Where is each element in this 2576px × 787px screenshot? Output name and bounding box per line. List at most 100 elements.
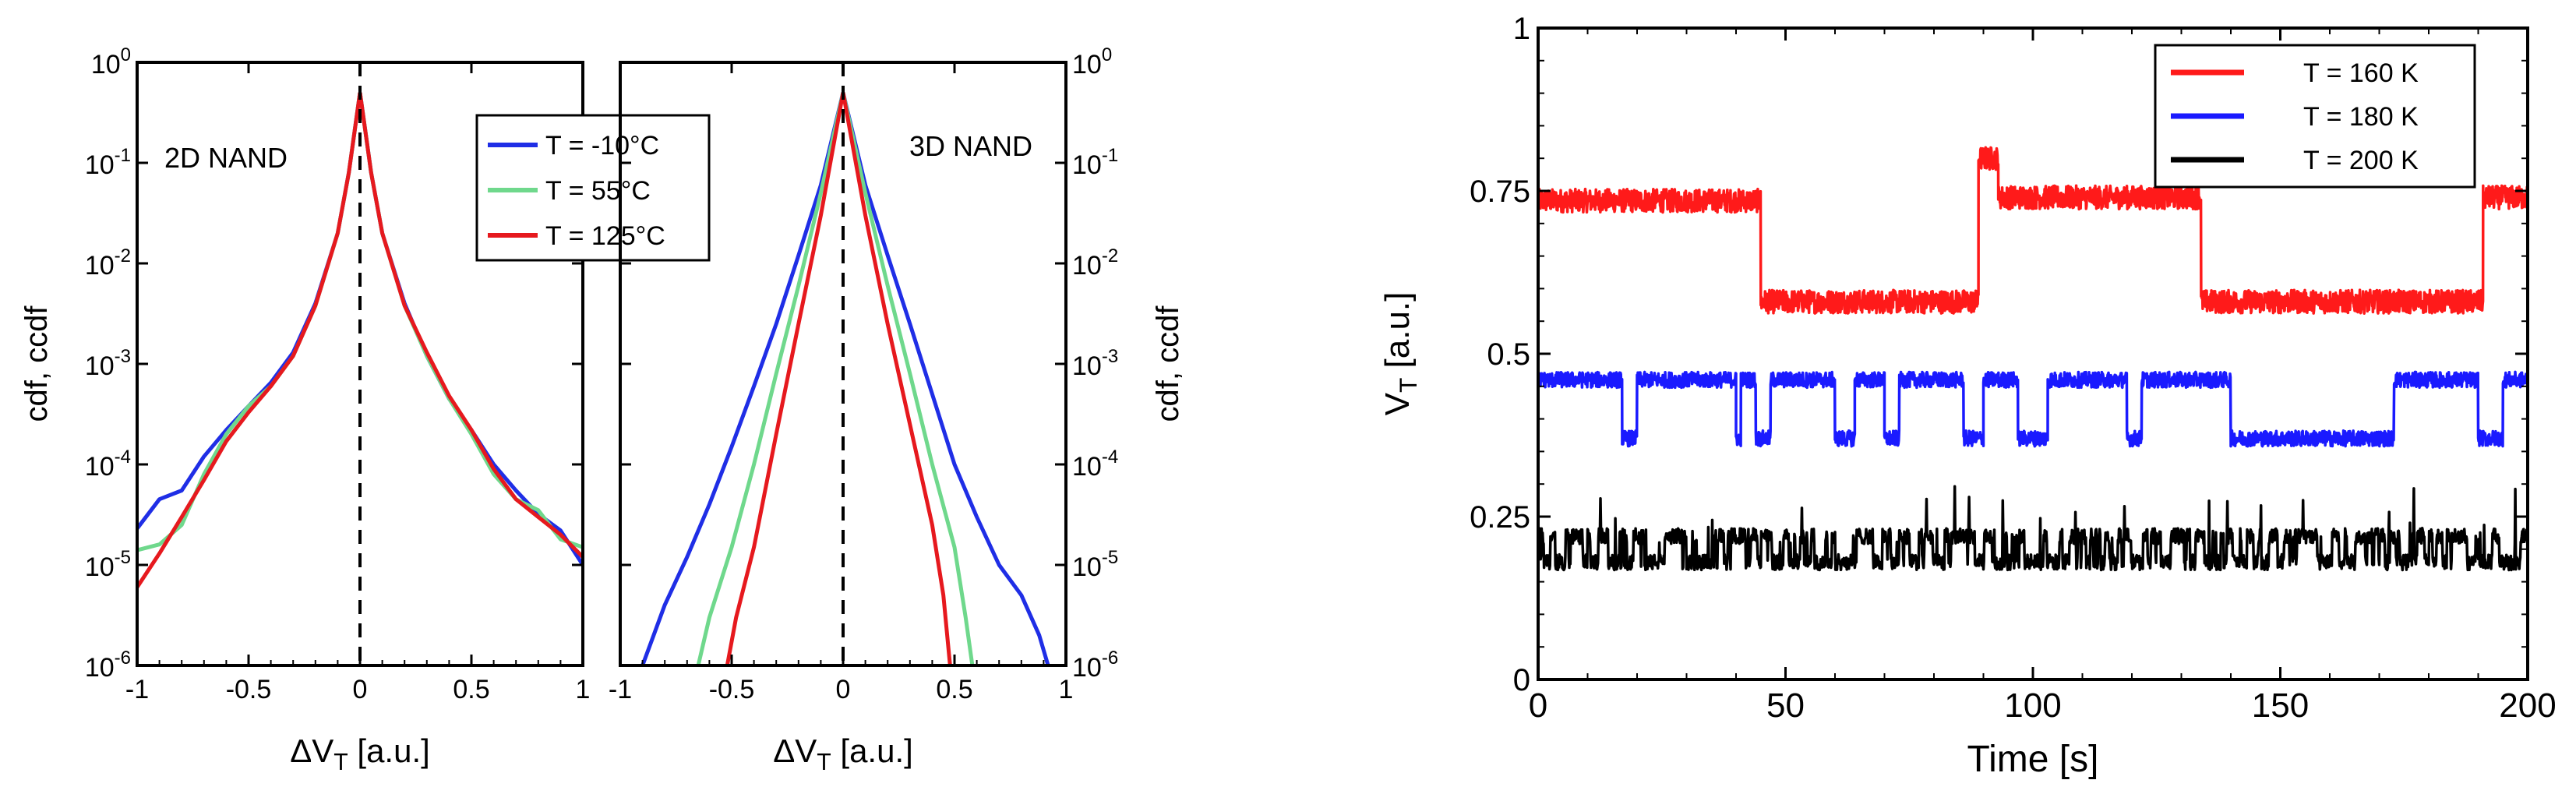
tick-label-exponent: -1 bbox=[1102, 145, 1118, 166]
tick-label-exponent: -3 bbox=[1102, 346, 1118, 367]
panel-3d-nand: -1 -0.5 0 0.5 110-610-510-410-310-210-11003D… bbox=[609, 44, 1185, 775]
tick-label-base: 10 bbox=[85, 351, 115, 381]
y-axis-label-3d: cdf, ccdf bbox=[1151, 305, 1185, 422]
tick-label-base: 10 bbox=[1072, 150, 1102, 180]
x-tick-label: 1 bbox=[576, 675, 591, 704]
tick-label-base: 10 bbox=[1072, 351, 1102, 381]
x-axis-label-3d-subscript: T bbox=[817, 750, 831, 775]
tick-label-base: 10 bbox=[85, 251, 115, 281]
y-tick-label: 0 bbox=[1513, 663, 1530, 697]
tick-label-exponent: -5 bbox=[115, 547, 131, 568]
series-line-t-125-c-left bbox=[725, 92, 845, 666]
panel-annotation-3d-nand: 3D NAND bbox=[909, 130, 1032, 162]
y-tick-label: 0.5 bbox=[1487, 337, 1530, 372]
y-tick-label: 100 bbox=[91, 44, 131, 79]
tick-label-exponent: -2 bbox=[1102, 245, 1118, 266]
tick-label-base: 10 bbox=[1072, 452, 1102, 482]
series-line-t-160-k bbox=[1537, 146, 2529, 315]
series-line-t-10-c-left bbox=[640, 92, 845, 666]
x-tick-label: 1 bbox=[1059, 675, 1074, 704]
legend-entry-label: T = 160 K bbox=[2303, 58, 2419, 88]
x-tick-label: 0 bbox=[1529, 686, 1547, 725]
y-tick-label: 10-1 bbox=[1072, 145, 1118, 180]
series-line-t-200-k bbox=[1537, 485, 2529, 572]
tick-label-base: 10 bbox=[1072, 552, 1102, 582]
x-axis-label-2d: ΔVT [a.u.] bbox=[290, 732, 430, 775]
y-tick-label: 1 bbox=[1513, 12, 1530, 46]
x-axis-label-time: Time [s] bbox=[1967, 739, 2099, 780]
tick-label-base: 10 bbox=[85, 653, 115, 683]
x-axis-label-3d-unit: [a.u.] bbox=[831, 732, 913, 769]
tick-label-base: 10 bbox=[1072, 653, 1102, 683]
legend-entry-label: T = 55°C bbox=[545, 176, 651, 206]
legend-entry-label: T = 200 K bbox=[2303, 146, 2419, 175]
y-axis-label-2d: cdf, ccdf bbox=[19, 305, 54, 422]
y-tick-label: 0.25 bbox=[1470, 500, 1530, 535]
legend-entry-label: T = -10°C bbox=[545, 131, 659, 161]
series-line-t-55-c-right bbox=[841, 92, 975, 666]
series-line-t-125-c-right bbox=[841, 92, 952, 666]
tick-label-exponent: -6 bbox=[115, 648, 131, 669]
series-line-t-180-k bbox=[1537, 370, 2529, 448]
x-tick-label: 0.5 bbox=[936, 675, 972, 704]
series-line-t-125-c-left bbox=[135, 92, 362, 588]
tick-label-exponent: -2 bbox=[115, 245, 131, 266]
y-tick-label: 10-4 bbox=[1072, 446, 1118, 482]
y-tick-label: 10-2 bbox=[85, 245, 131, 281]
y-axis-label-vt-subscript: T bbox=[1394, 378, 1422, 393]
y-tick-label: 10-3 bbox=[85, 346, 131, 381]
panel-annotation-2d-nand: 2D NAND bbox=[164, 142, 288, 174]
series-line-t-10-c-right bbox=[841, 92, 1050, 666]
tick-label-base: 10 bbox=[85, 452, 115, 482]
legend-entry-label: T = 180 K bbox=[2303, 102, 2419, 132]
x-tick-label: 0 bbox=[836, 675, 851, 704]
x-tick-label: 50 bbox=[1766, 686, 1805, 725]
x-tick-label: -1 bbox=[609, 675, 632, 704]
x-axis-label-3d-main: ΔV bbox=[773, 732, 817, 769]
tick-label-exponent: -4 bbox=[1102, 446, 1118, 468]
y-axis-label-vt-unit: [a.u.] bbox=[1378, 292, 1417, 378]
y-tick-label: 10-4 bbox=[85, 446, 131, 482]
panel-2d-nand: -1 -0.5 0 0.5 110-610-510-410-310-210-11002D… bbox=[19, 44, 711, 775]
y-tick-label: 10-1 bbox=[85, 145, 131, 180]
tick-label-exponent: -6 bbox=[1102, 648, 1118, 669]
x-tick-label: -0.5 bbox=[226, 675, 272, 704]
y-tick-label: 100 bbox=[1072, 44, 1112, 79]
series-line-t-125-c-right bbox=[358, 92, 584, 559]
tick-label-exponent: 0 bbox=[121, 44, 131, 65]
x-axis-label-2d-subscript: T bbox=[333, 750, 348, 775]
x-axis-label-2d-main: ΔV bbox=[290, 732, 333, 769]
tick-label-base: 10 bbox=[91, 50, 121, 79]
x-axis-label-2d-unit: [a.u.] bbox=[348, 732, 430, 769]
tick-label-exponent: -1 bbox=[115, 145, 131, 166]
legend: T = 160 K T = 180 K T = 200 K bbox=[2154, 44, 2476, 189]
tick-label-exponent: -5 bbox=[1102, 547, 1118, 568]
tick-label-base: 10 bbox=[1072, 50, 1102, 79]
y-tick-label: 10-6 bbox=[1072, 648, 1118, 683]
x-tick-label: 0 bbox=[353, 675, 368, 704]
tick-label-base: 10 bbox=[1072, 251, 1102, 281]
tick-label-exponent: -4 bbox=[115, 446, 131, 468]
y-tick-label: 10-5 bbox=[85, 547, 131, 582]
y-axis-label-vt-main: V bbox=[1378, 392, 1417, 415]
x-tick-label: -1 bbox=[125, 675, 149, 704]
tick-label-exponent: -3 bbox=[115, 346, 131, 367]
y-tick-label: 10-6 bbox=[85, 648, 131, 683]
tick-label-exponent: 0 bbox=[1102, 44, 1112, 65]
x-tick-label: 0.5 bbox=[453, 675, 489, 704]
tick-label-base: 10 bbox=[85, 552, 115, 582]
x-tick-label: 200 bbox=[2499, 686, 2556, 725]
x-tick-label: 150 bbox=[2252, 686, 2309, 725]
y-tick-label: 10-2 bbox=[1072, 245, 1118, 281]
y-tick-label: 10-3 bbox=[1072, 346, 1118, 381]
legend-entry-label: T = 125°C bbox=[545, 221, 665, 251]
y-axis-label-vt: VT [a.u.] bbox=[1378, 292, 1422, 416]
y-tick-label: 0.75 bbox=[1470, 175, 1530, 209]
tick-label-base: 10 bbox=[85, 150, 115, 180]
x-axis-label-3d: ΔVT [a.u.] bbox=[773, 732, 913, 775]
panel-vt-time: 0 50 100 150 200 0 0.25 0.5 0.75 1 Time [s] VT [a.u… bbox=[1378, 12, 2557, 780]
x-tick-label: -0.5 bbox=[709, 675, 755, 704]
series-line-t-55-c-left bbox=[696, 92, 845, 666]
x-tick-label: 100 bbox=[2004, 686, 2061, 725]
